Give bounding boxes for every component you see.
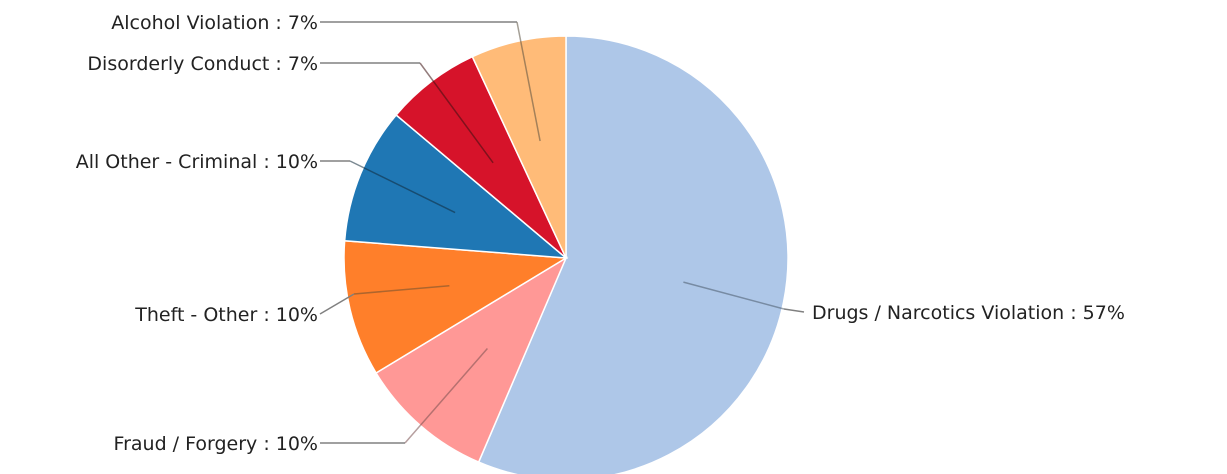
leader-line-inner: [683, 281, 785, 310]
leader-line-inner: [353, 284, 450, 295]
leader-line-inner: [419, 62, 494, 164]
pie-slice-all-other-criminal: [343, 113, 569, 259]
slice-label: Theft - Other : 10%: [134, 304, 318, 326]
leader-line-outer: [783, 308, 805, 313]
pie-slice-alcohol-violation: [471, 35, 567, 259]
slice-label: Drugs / Narcotics Violation : 57%: [812, 302, 1125, 324]
leader-line-inner: [516, 21, 541, 142]
slice-labels: Drugs / Narcotics Violation : 57% Fraud /…: [76, 12, 1125, 455]
leader-line-outer: [319, 293, 355, 315]
leader-line-inner: [404, 348, 488, 444]
pie-slices: [343, 35, 789, 474]
leader-lines: [319, 21, 805, 444]
leader-line-inner: [349, 160, 456, 214]
slice-label: Fraud / Forgery : 10%: [114, 433, 318, 455]
slice-label: Alcohol Violation : 7%: [111, 12, 318, 34]
pie-slice-drugs-narcotics-violation: [477, 35, 789, 474]
pie-slice-theft-other: [343, 239, 569, 374]
slice-label: All Other - Criminal : 10%: [76, 151, 318, 173]
slice-label: Disorderly Conduct : 7%: [87, 53, 318, 75]
